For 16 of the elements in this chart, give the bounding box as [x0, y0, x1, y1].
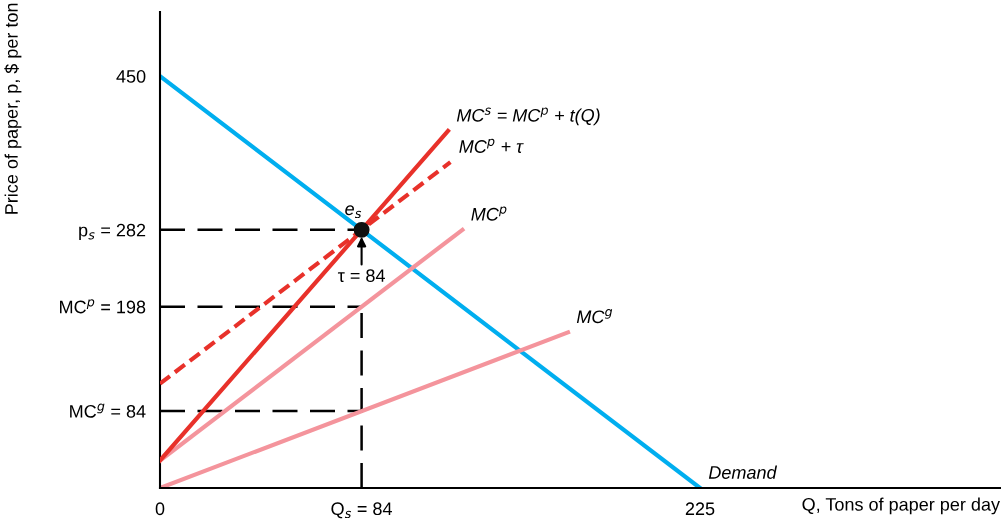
series-label: e$_{s}$: [345, 205, 362, 219]
x-tick-label: Q$_{s}$ = 84: [331, 502, 392, 519]
y-axis-title: Price of paper, p, $ per ton: [4, 3, 22, 214]
y-tick-label: MC$^{p}$ = 198: [60, 299, 146, 314]
x-tick-label: 0: [155, 502, 165, 516]
series-label: Demand: [708, 465, 778, 479]
series-label: MC$^{s}$ = MC$^{p}$ + t(Q): [456, 107, 600, 126]
y-tick-label: 450: [116, 70, 146, 83]
series-label: MC$^{p}$ + τ: [459, 138, 524, 153]
series-label: MC$^{p}$: [471, 206, 507, 221]
y-tick-label: p$_{s}$ = 282: [79, 223, 146, 241]
y-tick-label: MC$^{g}$ = 84: [70, 403, 146, 418]
x-axis-title: Q, Tons of paper per day: [802, 497, 1000, 515]
annotation: τ = 84: [337, 269, 385, 283]
series-label: MC$^{g}$: [576, 309, 613, 324]
x-tick-label: 225: [685, 502, 715, 516]
